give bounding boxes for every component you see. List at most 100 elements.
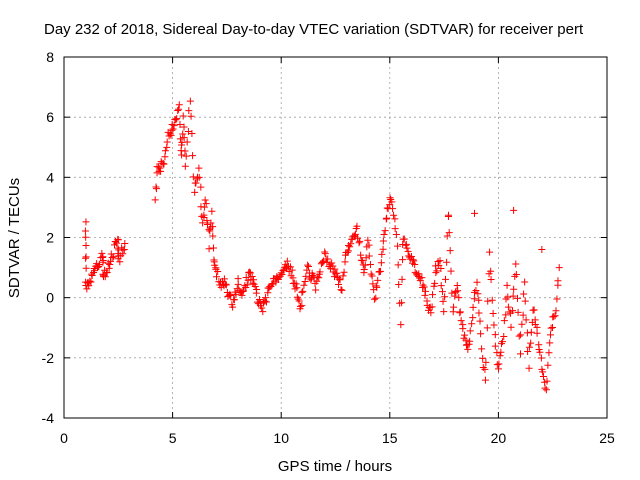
- data-point: [82, 241, 90, 249]
- data-point: [525, 364, 533, 372]
- data-point: [431, 279, 439, 287]
- data-point: [238, 291, 246, 299]
- data-point: [174, 107, 182, 115]
- data-point: [364, 236, 372, 244]
- data-point: [259, 308, 267, 316]
- data-point: [207, 219, 215, 227]
- data-point: [88, 271, 96, 279]
- data-point: [335, 280, 343, 288]
- data-point: [101, 273, 109, 281]
- data-point: [208, 207, 216, 215]
- data-point: [243, 281, 251, 289]
- data-point: [418, 274, 426, 282]
- data-point: [402, 241, 410, 249]
- data-point: [487, 267, 495, 275]
- data-point: [455, 294, 463, 302]
- data-point: [205, 245, 213, 253]
- data-point: [279, 267, 287, 274]
- data-point: [180, 134, 188, 142]
- data-point: [459, 325, 467, 333]
- data-point: [504, 293, 512, 301]
- data-point: [440, 308, 448, 316]
- data-point: [441, 275, 449, 283]
- data-point: [510, 206, 518, 214]
- data-point: [468, 320, 476, 328]
- data-point: [213, 273, 221, 281]
- y-tick-label: 6: [46, 109, 54, 125]
- data-point: [552, 307, 560, 315]
- data-point: [353, 222, 361, 230]
- data-point: [394, 242, 402, 250]
- data-point: [107, 257, 115, 265]
- data-point: [195, 164, 203, 172]
- data-point: [394, 261, 402, 269]
- data-point: [340, 268, 348, 276]
- data-point: [83, 285, 91, 293]
- data-point: [507, 323, 515, 331]
- data-point: [290, 279, 298, 287]
- data-point: [511, 272, 519, 280]
- data-point: [486, 248, 494, 256]
- data-point: [554, 277, 562, 285]
- data-point: [439, 297, 447, 305]
- data-point: [197, 183, 205, 191]
- data-point: [509, 307, 517, 315]
- data-point: [527, 339, 535, 347]
- data-point: [232, 291, 240, 299]
- data-point: [81, 227, 89, 235]
- data-point: [391, 225, 399, 233]
- x-tick-label: 25: [599, 430, 615, 446]
- data-point: [479, 354, 487, 362]
- data-point: [250, 276, 258, 284]
- data-point: [500, 333, 508, 341]
- data-point: [454, 287, 462, 295]
- data-point: [415, 270, 423, 278]
- data-point: [151, 196, 159, 204]
- data-point: [504, 303, 512, 311]
- data-point: [400, 235, 408, 243]
- data-point: [316, 268, 324, 276]
- data-point: [365, 252, 373, 260]
- data-point: [381, 227, 389, 235]
- axis-ticks: 0 5 10 15 20 25 -4 -2 0 2 4 6 8: [42, 49, 615, 446]
- data-point: [545, 349, 553, 357]
- data-point: [341, 258, 349, 266]
- data-point: [187, 112, 195, 120]
- x-tick-label: 0: [60, 430, 68, 446]
- data-point: [477, 330, 485, 338]
- data-point: [305, 262, 313, 270]
- data-point: [175, 105, 183, 113]
- data-point: [178, 151, 186, 159]
- data-point: [222, 281, 230, 289]
- data-point: [288, 266, 296, 274]
- data-point: [446, 247, 454, 255]
- data-point: [227, 292, 235, 300]
- data-point: [386, 194, 394, 202]
- data-point: [411, 261, 419, 269]
- data-point: [502, 311, 510, 319]
- data-point: [189, 152, 197, 160]
- data-point: [478, 345, 486, 353]
- data-point: [309, 271, 317, 279]
- data-point: [473, 278, 481, 286]
- data-point: [436, 257, 444, 265]
- data-point: [398, 275, 406, 283]
- data-point: [474, 290, 482, 298]
- data-point: [491, 342, 499, 350]
- data-point: [366, 261, 374, 269]
- data-point: [192, 179, 200, 187]
- data-point: [358, 257, 366, 265]
- data-point: [429, 291, 437, 299]
- data-point: [547, 324, 555, 332]
- data-point: [335, 275, 343, 283]
- data-point: [390, 211, 398, 219]
- data-point: [248, 272, 256, 280]
- data-point: [116, 258, 124, 266]
- data-point: [82, 254, 90, 262]
- data-point: [262, 298, 270, 306]
- data-point: [537, 354, 545, 362]
- data-point: [245, 268, 253, 276]
- data-point: [261, 297, 269, 305]
- data-point: [229, 303, 237, 311]
- data-point: [199, 219, 207, 227]
